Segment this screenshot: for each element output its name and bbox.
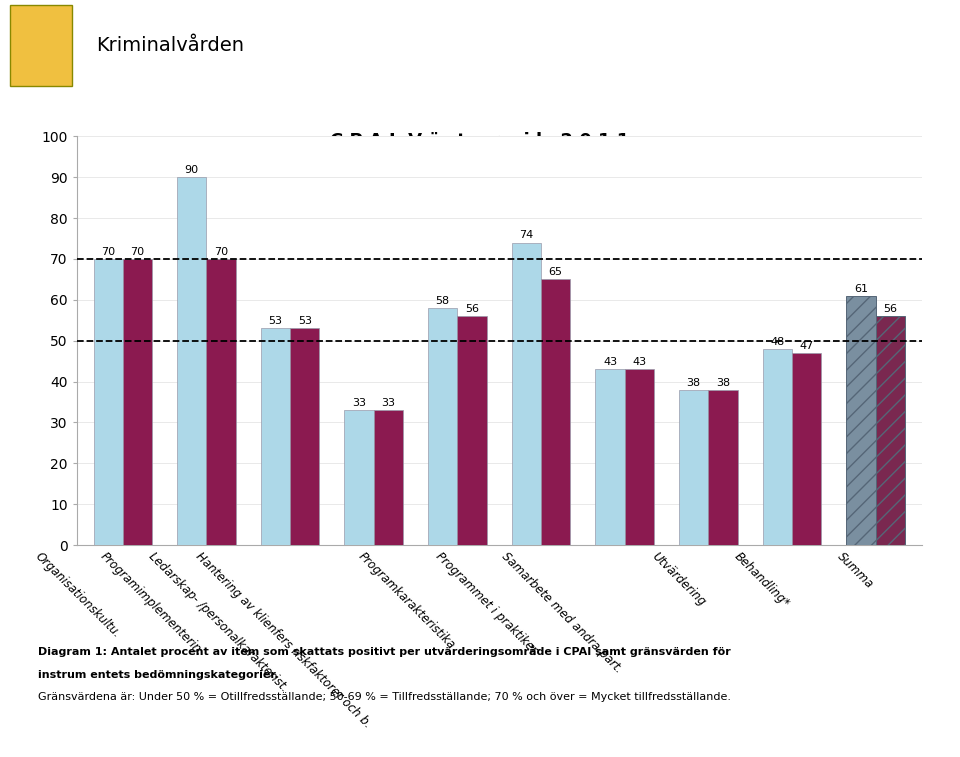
Legend: V å g a  V ä l j a, Å t e r f a l l s p r e v e n t i o n: V å g a V ä l j a, Å t e r f a l l s p r… — [282, 182, 678, 207]
Text: 90: 90 — [184, 165, 199, 175]
Text: Diagram 1: Antalet procent av item som skattats positivt per utvärderingsområde : Diagram 1: Antalet procent av item som s… — [38, 645, 732, 657]
Text: 70: 70 — [131, 247, 145, 257]
Bar — [512, 242, 541, 545]
Text: 47: 47 — [800, 341, 814, 351]
Text: 56: 56 — [465, 304, 479, 314]
Bar — [847, 296, 876, 545]
Bar — [345, 410, 373, 545]
Bar — [290, 329, 320, 545]
Bar — [708, 390, 737, 545]
Text: 70: 70 — [101, 247, 115, 257]
Bar — [123, 259, 152, 545]
Text: 48: 48 — [770, 337, 784, 347]
Bar — [762, 349, 792, 545]
Bar — [10, 5, 72, 86]
Text: 53: 53 — [269, 316, 282, 326]
Bar — [206, 259, 236, 545]
Bar — [595, 369, 625, 545]
Text: 43: 43 — [603, 357, 617, 367]
Text: Kriminalvården: Kriminalvården — [96, 36, 244, 55]
Bar — [876, 316, 905, 545]
Text: 74: 74 — [519, 230, 534, 241]
Bar — [457, 316, 487, 545]
Bar — [679, 390, 708, 545]
Text: instrum entets bedömningskategorier.: instrum entets bedömningskategorier. — [38, 669, 279, 680]
Bar — [625, 369, 654, 545]
Text: 53: 53 — [298, 316, 312, 326]
Bar — [428, 308, 457, 545]
Text: 38: 38 — [716, 378, 730, 388]
Bar — [541, 279, 570, 545]
Text: Gränsvärdena är: Under 50 % = Otillfredsställande; 50-69 % = Tillfredsställande;: Gränsvärdena är: Under 50 % = Otillfreds… — [38, 692, 732, 702]
Bar — [93, 259, 123, 545]
Text: 70: 70 — [214, 247, 228, 257]
Text: 38: 38 — [686, 378, 701, 388]
Text: 61: 61 — [854, 284, 868, 294]
Text: 43: 43 — [633, 357, 646, 367]
Bar — [373, 410, 403, 545]
Text: 56: 56 — [883, 304, 898, 314]
Text: 65: 65 — [549, 267, 563, 277]
Bar — [178, 177, 206, 545]
Bar — [792, 353, 821, 545]
Text: 33: 33 — [381, 398, 396, 408]
Bar — [261, 329, 290, 545]
Text: 33: 33 — [352, 398, 366, 408]
Text: C P A I  V äs t e r v i k  2 0 1 1: C P A I V äs t e r v i k 2 0 1 1 — [330, 132, 630, 150]
Text: 58: 58 — [436, 296, 450, 306]
